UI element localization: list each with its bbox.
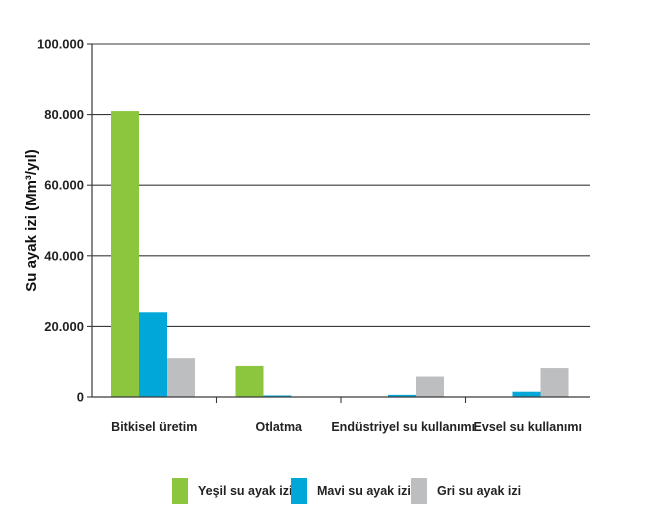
legend: Yeşil su ayak izi Mavi su ayak izi Gri su … [172,478,521,504]
category-label: Endüstriyel su kullanımı [331,420,475,434]
legend-label: Mavi su ayak izi [317,484,411,498]
legend-swatch [291,478,307,504]
bar [263,395,292,397]
bar [167,358,195,397]
bars [111,111,569,397]
y-tick-labels: 0 20.000 40.000 60.000 80.000 100.000 [37,37,84,405]
bar [512,391,541,397]
axes [91,44,590,403]
category-label: Otlatma [255,420,303,434]
bar [139,312,167,397]
bar [111,111,139,397]
legend-label: Yeşil su ayak izi [198,484,293,498]
category-labels: Bitkisel üretim Otlatma Endüstriyel su kul… [111,420,582,434]
y-tick-label: 40.000 [44,248,84,263]
y-tick-label: 20.000 [44,319,84,334]
legend-swatch [172,478,188,504]
y-tick-label: 0 [77,390,84,405]
gridlines [87,43,590,398]
legend-label: Gri su ayak izi [437,484,521,498]
bar [540,368,569,397]
bar [388,394,416,397]
y-axis-label: Su ayak izi (Mm³/yıl) [23,149,40,292]
category-label: Evsel su kullanımı [474,420,582,434]
y-tick-label: 80.000 [44,107,84,122]
bar [235,365,264,397]
y-tick-label: 60.000 [44,178,84,193]
legend-swatch [411,478,427,504]
category-label: Bitkisel üretim [111,420,197,434]
y-tick-label: 100.000 [37,37,84,52]
bar [416,376,444,397]
